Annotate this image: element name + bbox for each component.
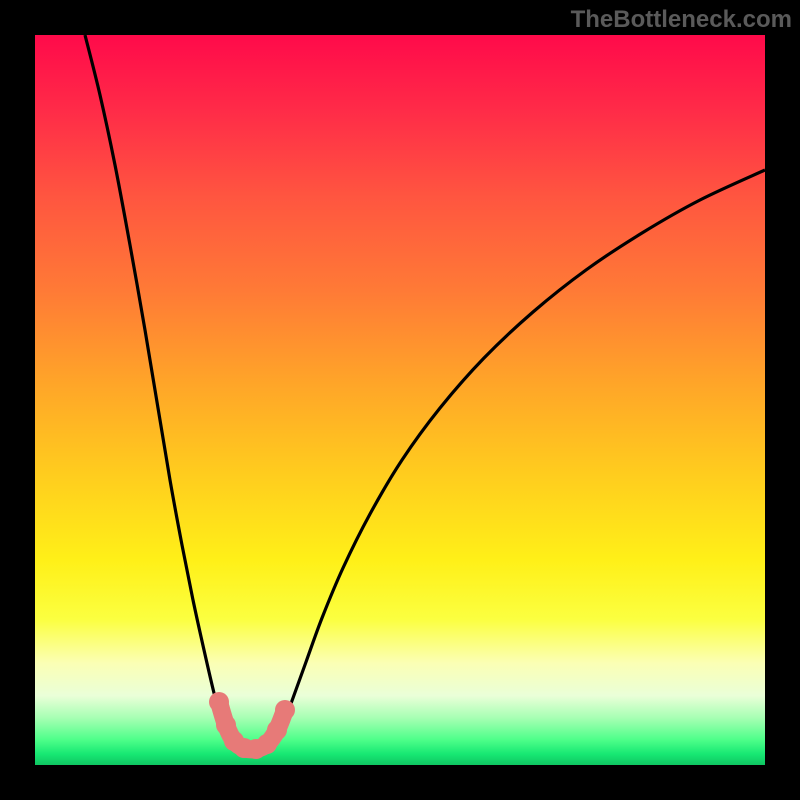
valley-highlight-dot (275, 700, 295, 720)
watermark-text: TheBottleneck.com (571, 6, 792, 34)
valley-highlight-dot (209, 692, 229, 712)
bottleneck-chart (0, 0, 800, 800)
valley-highlight-dot (267, 720, 287, 740)
gradient-background (35, 35, 765, 765)
